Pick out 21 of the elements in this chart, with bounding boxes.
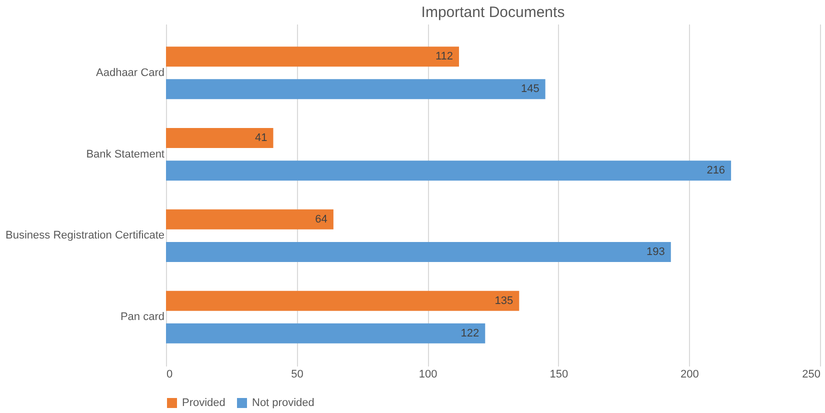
data-label: 193 xyxy=(646,246,665,258)
x-tick-label: 50 xyxy=(291,368,304,380)
data-label: 216 xyxy=(706,164,726,177)
data-label: 112 xyxy=(435,50,453,63)
x-tick-label: 200 xyxy=(680,368,699,380)
legend-label: Provided xyxy=(182,397,226,409)
x-tick-label: 250 xyxy=(802,368,820,380)
y-tick-label: Pan card xyxy=(120,311,164,324)
x-tick-label: 150 xyxy=(550,368,568,380)
chart-title: Important Documents xyxy=(421,4,565,21)
data-label: 135 xyxy=(494,294,514,307)
y-tick-label: Aadhaar Card xyxy=(96,66,164,79)
data-label: 41 xyxy=(255,132,268,144)
data-label: 122 xyxy=(460,327,480,340)
legend-label: Not provided xyxy=(252,397,314,409)
x-tick-label: 100 xyxy=(418,368,438,380)
y-tick-label: Bank Statement xyxy=(86,148,164,160)
data-label: 64 xyxy=(315,213,328,226)
y-tick-label: Business Registration Certificate xyxy=(6,230,164,242)
x-tick-label: 0 xyxy=(166,368,173,380)
data-label: 145 xyxy=(520,83,540,96)
